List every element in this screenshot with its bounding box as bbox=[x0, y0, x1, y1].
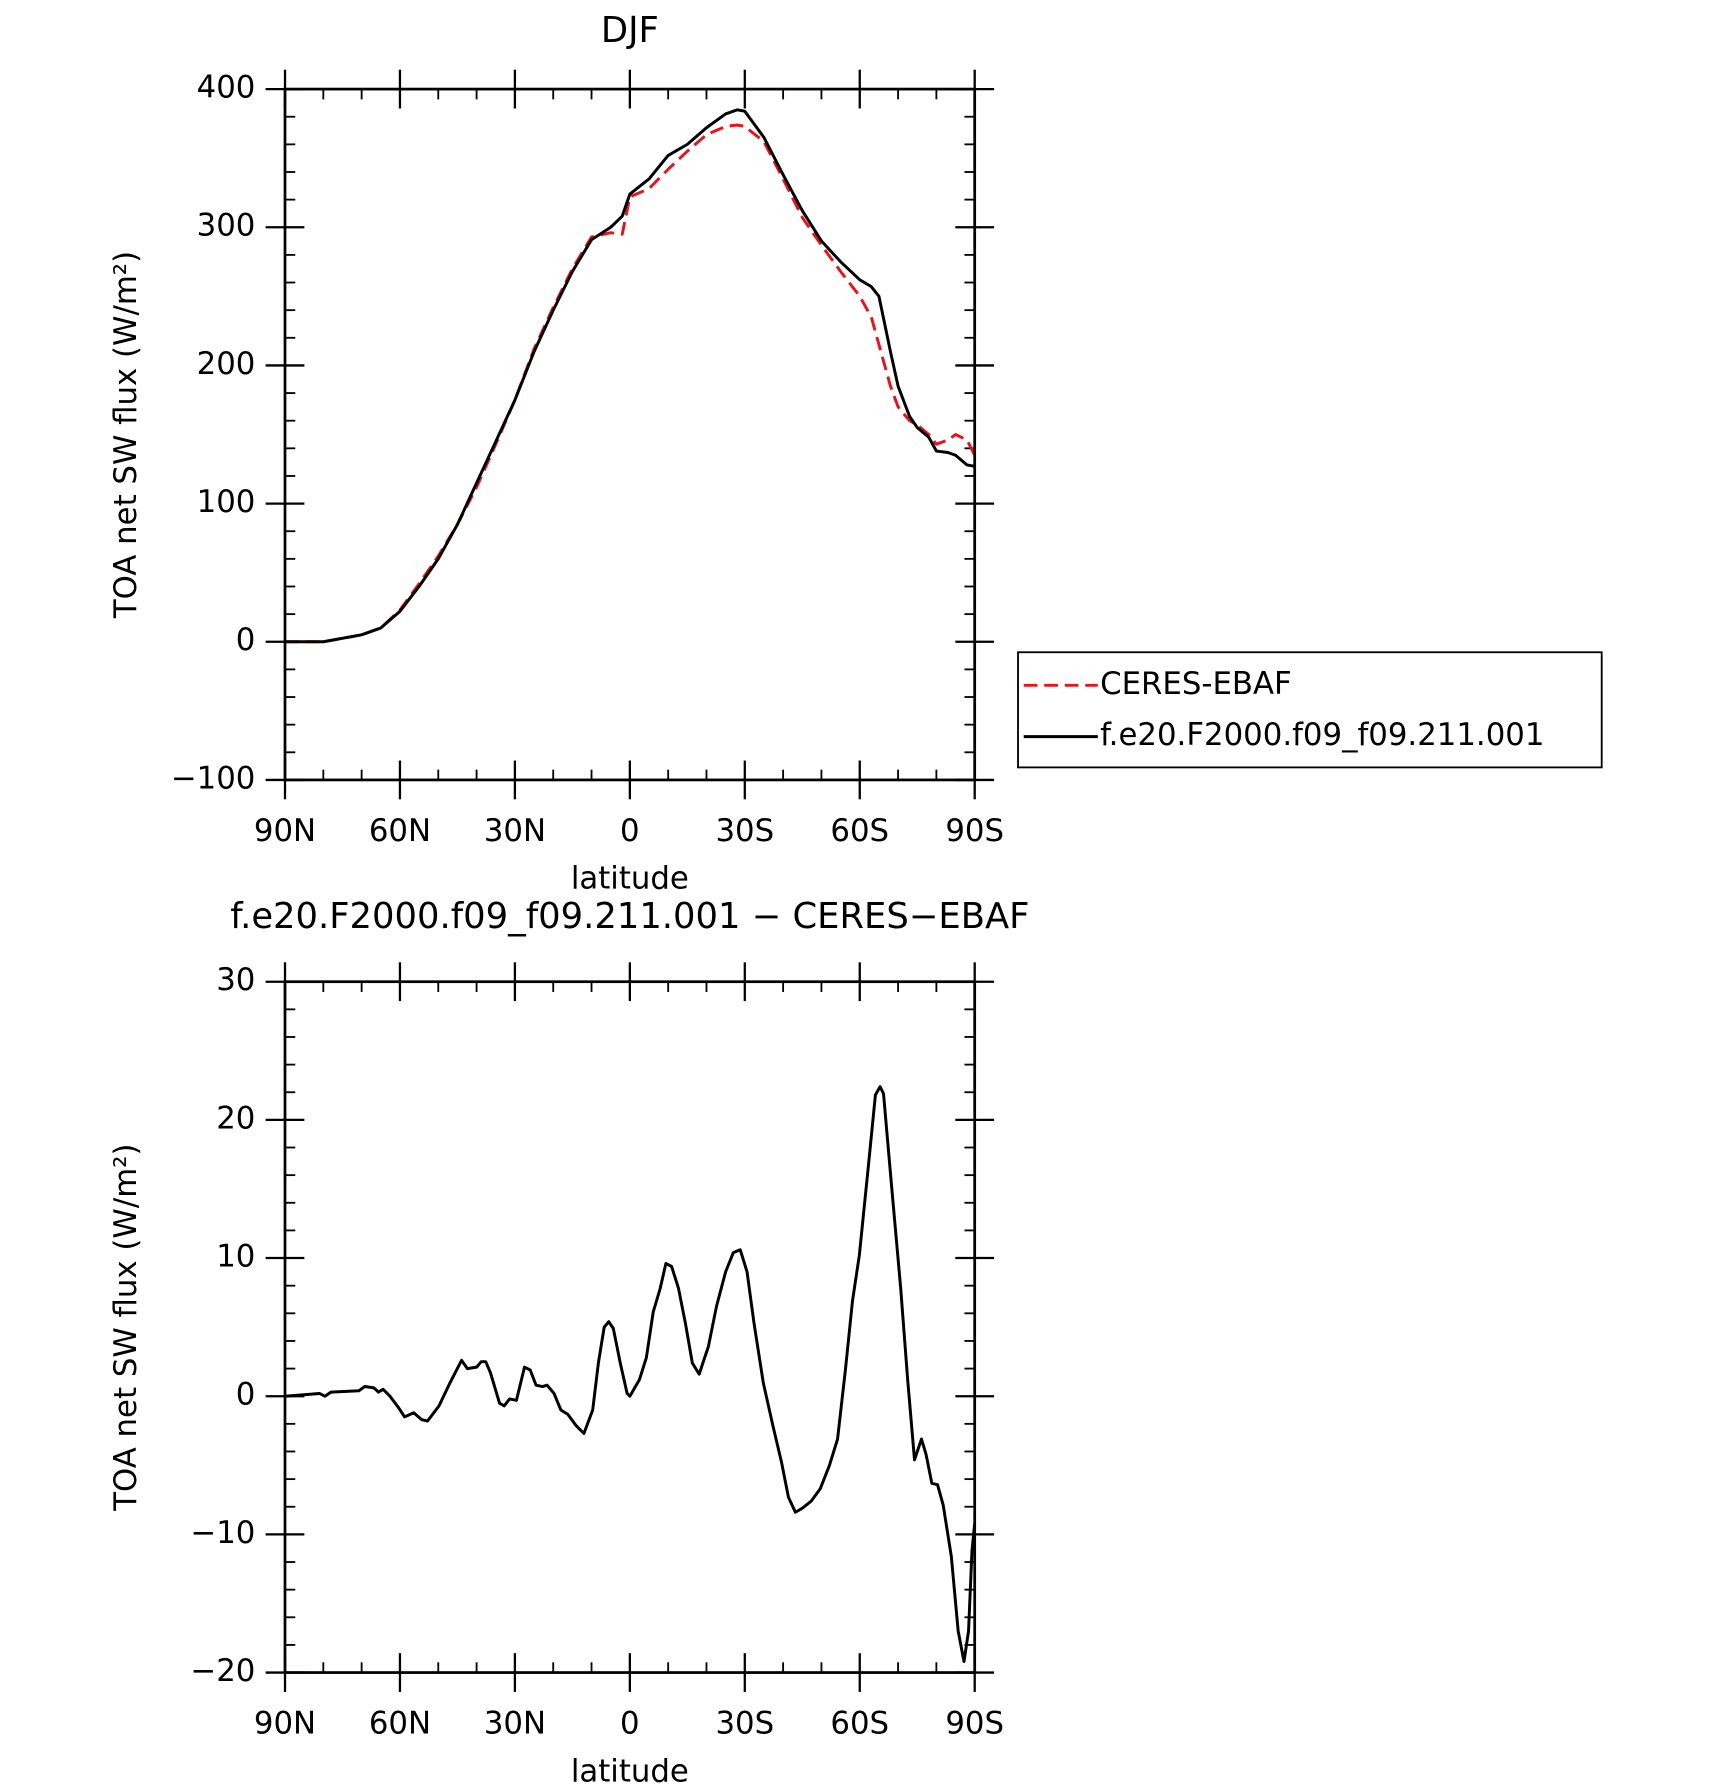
y-tick-label: 300 bbox=[197, 208, 256, 244]
y-axis-label: TOA net SW flux (W/m²) bbox=[108, 251, 144, 619]
y-tick-label: −20 bbox=[190, 1653, 255, 1689]
data-line bbox=[285, 123, 977, 644]
y-tick-label: 0 bbox=[236, 622, 256, 658]
x-axis-label: latitude bbox=[571, 861, 689, 897]
x-tick-label: 0 bbox=[620, 813, 640, 849]
y-tick-label: −10 bbox=[190, 1515, 255, 1551]
plot-frame bbox=[283, 87, 977, 782]
x-tick-label: 60S bbox=[830, 1705, 889, 1741]
legend-label: f.e20.F2000.f09_f09.211.001 bbox=[1100, 717, 1544, 753]
y-tick-label: 200 bbox=[197, 346, 256, 382]
x-tick-label: 90S bbox=[945, 1705, 1004, 1741]
x-tick-label: 30S bbox=[715, 1705, 774, 1741]
x-axis-label: latitude bbox=[571, 1753, 689, 1789]
x-tick-label: 30N bbox=[484, 1705, 546, 1741]
plot-frame bbox=[283, 980, 977, 1674]
x-tick-label: 60N bbox=[369, 813, 431, 849]
y-tick-label: −100 bbox=[171, 760, 256, 796]
x-tick-label: 90N bbox=[254, 813, 316, 849]
legend-label: CERES-EBAF bbox=[1100, 666, 1292, 702]
x-tick-label: 60S bbox=[830, 813, 889, 849]
y-tick-label: 0 bbox=[236, 1377, 256, 1413]
chart-title: f.e20.F2000.f09_f09.211.001 − CERES−EBAF bbox=[230, 896, 1029, 937]
y-tick-label: 100 bbox=[197, 484, 256, 520]
chart-title: DJF bbox=[601, 10, 659, 51]
y-tick-label: 30 bbox=[216, 962, 255, 998]
data-line bbox=[284, 1085, 977, 1663]
y-tick-label: 400 bbox=[197, 70, 256, 106]
data-line bbox=[285, 108, 975, 644]
x-tick-label: 90S bbox=[945, 813, 1004, 849]
x-tick-label: 60N bbox=[369, 1705, 431, 1741]
x-tick-label: 0 bbox=[620, 1705, 640, 1741]
x-tick-label: 90N bbox=[254, 1705, 316, 1741]
y-tick-label: 20 bbox=[216, 1100, 255, 1136]
y-tick-label: 10 bbox=[216, 1239, 255, 1275]
legend-box bbox=[1017, 651, 1603, 769]
y-axis-label: TOA net SW flux (W/m²) bbox=[108, 1144, 144, 1512]
x-tick-label: 30S bbox=[715, 813, 774, 849]
x-tick-label: 30N bbox=[484, 813, 546, 849]
